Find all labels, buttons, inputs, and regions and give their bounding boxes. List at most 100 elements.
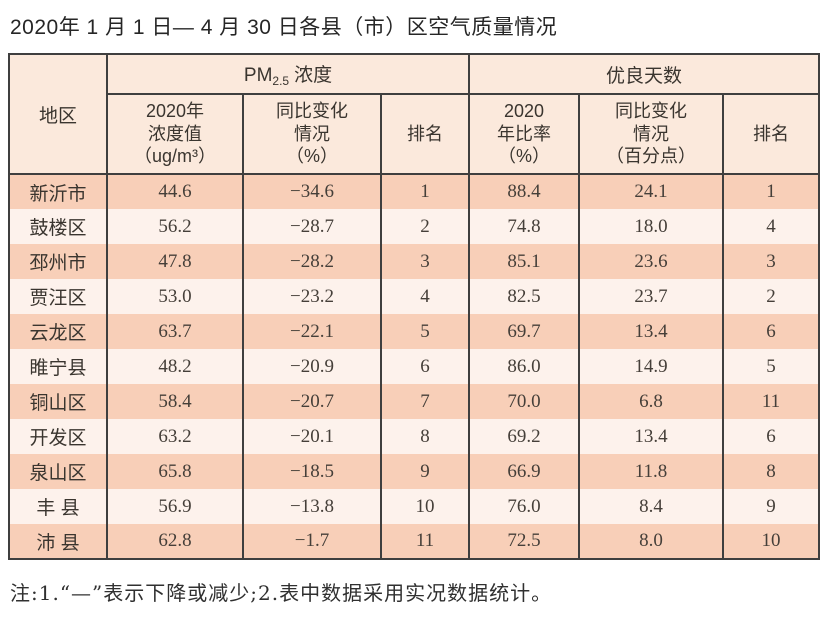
table-row: 沛 县 62.8 −1.7 11 72.5 8.0 10 xyxy=(8,524,821,559)
days-rank: 3 xyxy=(722,244,821,279)
table-row: 鼓楼区 56.2 −28.7 2 74.8 18.0 4 xyxy=(8,209,821,244)
pm25-label-subscript: 2.5 xyxy=(272,74,290,88)
pm-rank: 8 xyxy=(379,419,471,454)
table-body: 新沂市 44.6 −34.6 1 88.4 24.1 1 鼓楼区 56.2 −2… xyxy=(8,174,821,559)
days-rank: 11 xyxy=(722,384,821,419)
col-header-pm-value: 2020年 浓度值 （ug/m³） xyxy=(106,94,244,175)
days-rank: 1 xyxy=(722,174,821,209)
table-row: 丰 县 56.9 −13.8 10 76.0 8.4 9 xyxy=(8,489,821,524)
days-rank: 2 xyxy=(722,279,821,314)
pm-change: −13.8 xyxy=(242,489,382,524)
region-name: 贾汪区 xyxy=(8,279,108,314)
days-change: 8.4 xyxy=(578,489,725,524)
col-group-good-days: 优良天数 xyxy=(468,54,821,95)
pm-rank: 11 xyxy=(379,524,471,559)
region-name: 泉山区 xyxy=(8,454,108,489)
pm-value: 48.2 xyxy=(106,349,244,384)
table-row: 开发区 63.2 −20.1 8 69.2 13.4 6 xyxy=(8,419,821,454)
days-change: 14.9 xyxy=(578,349,725,384)
days-rate: 69.2 xyxy=(468,419,581,454)
days-rate: 74.8 xyxy=(468,209,581,244)
air-quality-table: 地区 PM2.5 浓度 优良天数 2020年 浓度值 （ug/m³） 同比变化 情… xyxy=(8,53,821,560)
region-name: 开发区 xyxy=(8,419,108,454)
pm-value: 63.7 xyxy=(106,314,244,349)
days-rate: 69.7 xyxy=(468,314,581,349)
days-rate: 76.0 xyxy=(468,489,581,524)
pm-change: −22.1 xyxy=(242,314,382,349)
days-rank: 5 xyxy=(722,349,821,384)
pm-rank: 6 xyxy=(379,349,471,384)
pm-change: −28.7 xyxy=(242,209,382,244)
days-rate: 70.0 xyxy=(468,384,581,419)
header-group-row: 地区 PM2.5 浓度 优良天数 xyxy=(8,54,821,175)
days-rank: 9 xyxy=(722,489,821,524)
pm-rank: 2 xyxy=(379,209,471,244)
pm25-label-suffix: 浓度 xyxy=(294,65,333,86)
days-rank: 6 xyxy=(722,419,821,454)
table-row: 贾汪区 53.0 −23.2 4 82.5 23.7 2 xyxy=(8,279,821,314)
pm-change: −23.2 xyxy=(242,279,382,314)
days-rate: 86.0 xyxy=(468,349,581,384)
days-change: 6.8 xyxy=(578,384,725,419)
days-rate: 82.5 xyxy=(468,279,581,314)
region-name: 鼓楼区 xyxy=(8,209,108,244)
region-name: 丰 县 xyxy=(8,489,108,524)
pm-rank: 5 xyxy=(379,314,471,349)
table-header: 地区 PM2.5 浓度 优良天数 2020年 浓度值 （ug/m³） 同比变化 情… xyxy=(8,54,821,175)
table-row: 邳州市 47.8 −28.2 3 85.1 23.6 3 xyxy=(8,244,821,279)
pm-change: −28.2 xyxy=(242,244,382,279)
days-change: 18.0 xyxy=(578,209,725,244)
days-rate: 88.4 xyxy=(468,174,581,209)
pm-rank: 1 xyxy=(379,174,471,209)
pm-value: 53.0 xyxy=(106,279,244,314)
pm-change: −34.6 xyxy=(242,174,382,209)
region-name: 睢宁县 xyxy=(8,349,108,384)
days-change: 24.1 xyxy=(578,174,725,209)
pm-value: 63.2 xyxy=(106,419,244,454)
region-name: 云龙区 xyxy=(8,314,108,349)
days-rate: 72.5 xyxy=(468,524,581,559)
pm-change: −1.7 xyxy=(242,524,382,559)
col-group-pm25: PM2.5 浓度 xyxy=(105,54,471,95)
col-header-region: 地区 xyxy=(8,54,108,175)
days-change: 23.6 xyxy=(578,244,725,279)
pm-value: 56.9 xyxy=(106,489,244,524)
days-rank: 4 xyxy=(722,209,821,244)
col-header-pm-change: 同比变化 情况 （%） xyxy=(242,94,382,175)
table-row: 睢宁县 48.2 −20.9 6 86.0 14.9 5 xyxy=(8,349,821,384)
pm-rank: 9 xyxy=(379,454,471,489)
days-rate: 85.1 xyxy=(468,244,581,279)
table-row: 云龙区 63.7 −22.1 5 69.7 13.4 6 xyxy=(8,314,821,349)
pm-value: 56.2 xyxy=(106,209,244,244)
col-header-days-change: 同比变化 情况 （百分点） xyxy=(578,94,725,175)
footnote: 注:1.“—”表示下降或减少;2.表中数据采用实况数据统计。 xyxy=(10,581,553,605)
pm-value: 65.8 xyxy=(106,454,244,489)
pm-change: −20.9 xyxy=(242,349,382,384)
pm-value: 44.6 xyxy=(106,174,244,209)
header-sub-row: 2020年 浓度值 （ug/m³） 同比变化 情况 （%） 排名 2020 年比… xyxy=(9,94,821,175)
days-rank: 6 xyxy=(722,314,821,349)
pm-change: −18.5 xyxy=(242,454,382,489)
days-rank: 10 xyxy=(722,524,821,559)
pm-rank: 4 xyxy=(379,279,471,314)
days-rate: 66.9 xyxy=(468,454,581,489)
days-rank: 8 xyxy=(722,454,821,489)
pm-change: −20.1 xyxy=(242,419,382,454)
days-change: 23.7 xyxy=(578,279,725,314)
pm-value: 58.4 xyxy=(106,384,244,419)
table-row: 铜山区 58.4 −20.7 7 70.0 6.8 11 xyxy=(8,384,821,419)
days-change: 8.0 xyxy=(578,524,725,559)
table-row: 泉山区 65.8 −18.5 9 66.9 11.8 8 xyxy=(8,454,821,489)
days-change: 13.4 xyxy=(578,314,725,349)
pm-value: 62.8 xyxy=(106,524,244,559)
table-row: 新沂市 44.6 −34.6 1 88.4 24.1 1 xyxy=(8,174,821,209)
region-name: 沛 县 xyxy=(8,524,108,559)
region-name: 铜山区 xyxy=(8,384,108,419)
region-name: 新沂市 xyxy=(8,174,108,209)
pm-rank: 7 xyxy=(379,384,471,419)
pm-change: −20.7 xyxy=(242,384,382,419)
pm-rank: 10 xyxy=(379,489,471,524)
page-title: 2020年 1 月 1 日— 4 月 30 日各县（市）区空气质量情况 xyxy=(10,16,558,39)
pm25-label-prefix: PM xyxy=(243,65,273,86)
